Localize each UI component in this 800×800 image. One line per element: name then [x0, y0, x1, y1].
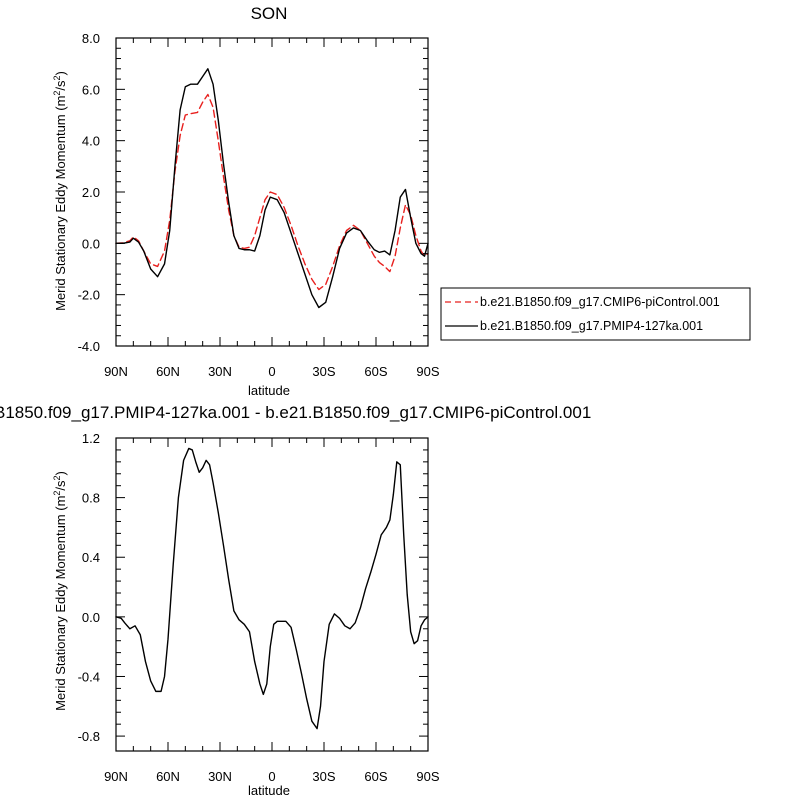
top-chart-ylabel-sup2: 2 [52, 75, 62, 80]
top-chart-ylabel-text: Merid Stationary Eddy Momentum (m [53, 96, 68, 311]
bottom-chart-ylabel-sup: 2 [52, 491, 62, 496]
top-chart-ylabel-end: ) [53, 71, 68, 75]
top-ytick-label: 8.0 [82, 31, 100, 46]
bottom-ytick-label: 1.2 [82, 431, 100, 446]
top-chart-ylabel: Merid Stationary Eddy Momentum (m2/s2) [52, 71, 68, 311]
top-chart-xlabel: latitude [248, 383, 290, 398]
top-chart: -4.0 -2.0 0.0 2.0 4.0 6.0 8.0 90N 60N 30N 0 30S 60S 9… [78, 31, 440, 379]
legend: b.e21.B1850.f09_g17.CMIP6-piControl.001 … [440, 287, 751, 341]
bottom-chart-title: b.e21.B1850.f09_g17.PMIP4-127ka.001 - b.… [0, 403, 591, 422]
top-ytick-label: -4.0 [78, 339, 100, 354]
bottom-xtick-label: 60S [364, 769, 387, 784]
top-xtick-label: 90N [104, 364, 128, 379]
bottom-xtick-label: 30N [208, 769, 232, 784]
bottom-xtick-label: 90N [104, 769, 128, 784]
top-series-0-line [115, 93, 429, 291]
top-xtick-label: 90S [416, 364, 439, 379]
top-xtick-label: 60N [156, 364, 180, 379]
top-ytick-label: 4.0 [82, 134, 100, 149]
bottom-xtick-label: 30S [312, 769, 335, 784]
bottom-ytick-label: 0.4 [82, 550, 100, 565]
top-xtick-label: 30N [208, 364, 232, 379]
bottom-xtick-label: 0 [268, 769, 275, 784]
bottom-ytick-label: -0.4 [78, 669, 100, 684]
bottom-xtick-label: 60N [156, 769, 180, 784]
bottom-chart-ylabel-end: ) [53, 471, 68, 475]
top-xtick-label: 0 [268, 364, 275, 379]
top-xtick-label: 30S [312, 364, 335, 379]
bottom-plot-frame [115, 437, 429, 752]
legend-label-127ka: b.e21.B1850.f09_g17.PMIP4-127ka.001 [480, 319, 703, 333]
bottom-chart-ylabel-text: Merid Stationary Eddy Momentum (m [53, 496, 68, 711]
bottom-chart-ylabel-mid: /s [53, 480, 68, 491]
bottom-chart-xlabel: latitude [248, 783, 290, 798]
top-ytick-label: -2.0 [78, 288, 100, 303]
top-ytick-label: 0.0 [82, 236, 100, 251]
top-ytick-label: 6.0 [82, 82, 100, 97]
top-chart-ylabel-sup: 2 [52, 91, 62, 96]
top-chart-ylabel-mid: /s [53, 80, 68, 91]
plot-layer: -4.0 -2.0 0.0 2.0 4.0 6.0 8.0 90N 60N 30N 0 30S 60S 9… [78, 31, 440, 784]
bottom-series-0-line [115, 447, 429, 730]
bottom-ytick-label: 0.8 [82, 491, 100, 506]
legend-label-piControl: b.e21.B1850.f09_g17.CMIP6-piControl.001 [480, 295, 720, 309]
bottom-xtick-label: 90S [416, 769, 439, 784]
bottom-ytick-label: 0.0 [82, 610, 100, 625]
top-ytick-label: 2.0 [82, 185, 100, 200]
bottom-chart: -0.8 -0.4 0.0 0.4 0.8 1.2 90N 60N 30N 0 30S 60S 90S [78, 431, 440, 784]
bottom-chart-ylabel-sup2: 2 [52, 475, 62, 480]
top-xtick-label: 60S [364, 364, 387, 379]
bottom-ytick-label: -0.8 [78, 729, 100, 744]
top-series-1-line [115, 68, 429, 309]
top-chart-title: SON [251, 4, 288, 23]
bottom-chart-ylabel: Merid Stationary Eddy Momentum (m2/s2) [52, 471, 68, 711]
legend-box [440, 287, 751, 341]
